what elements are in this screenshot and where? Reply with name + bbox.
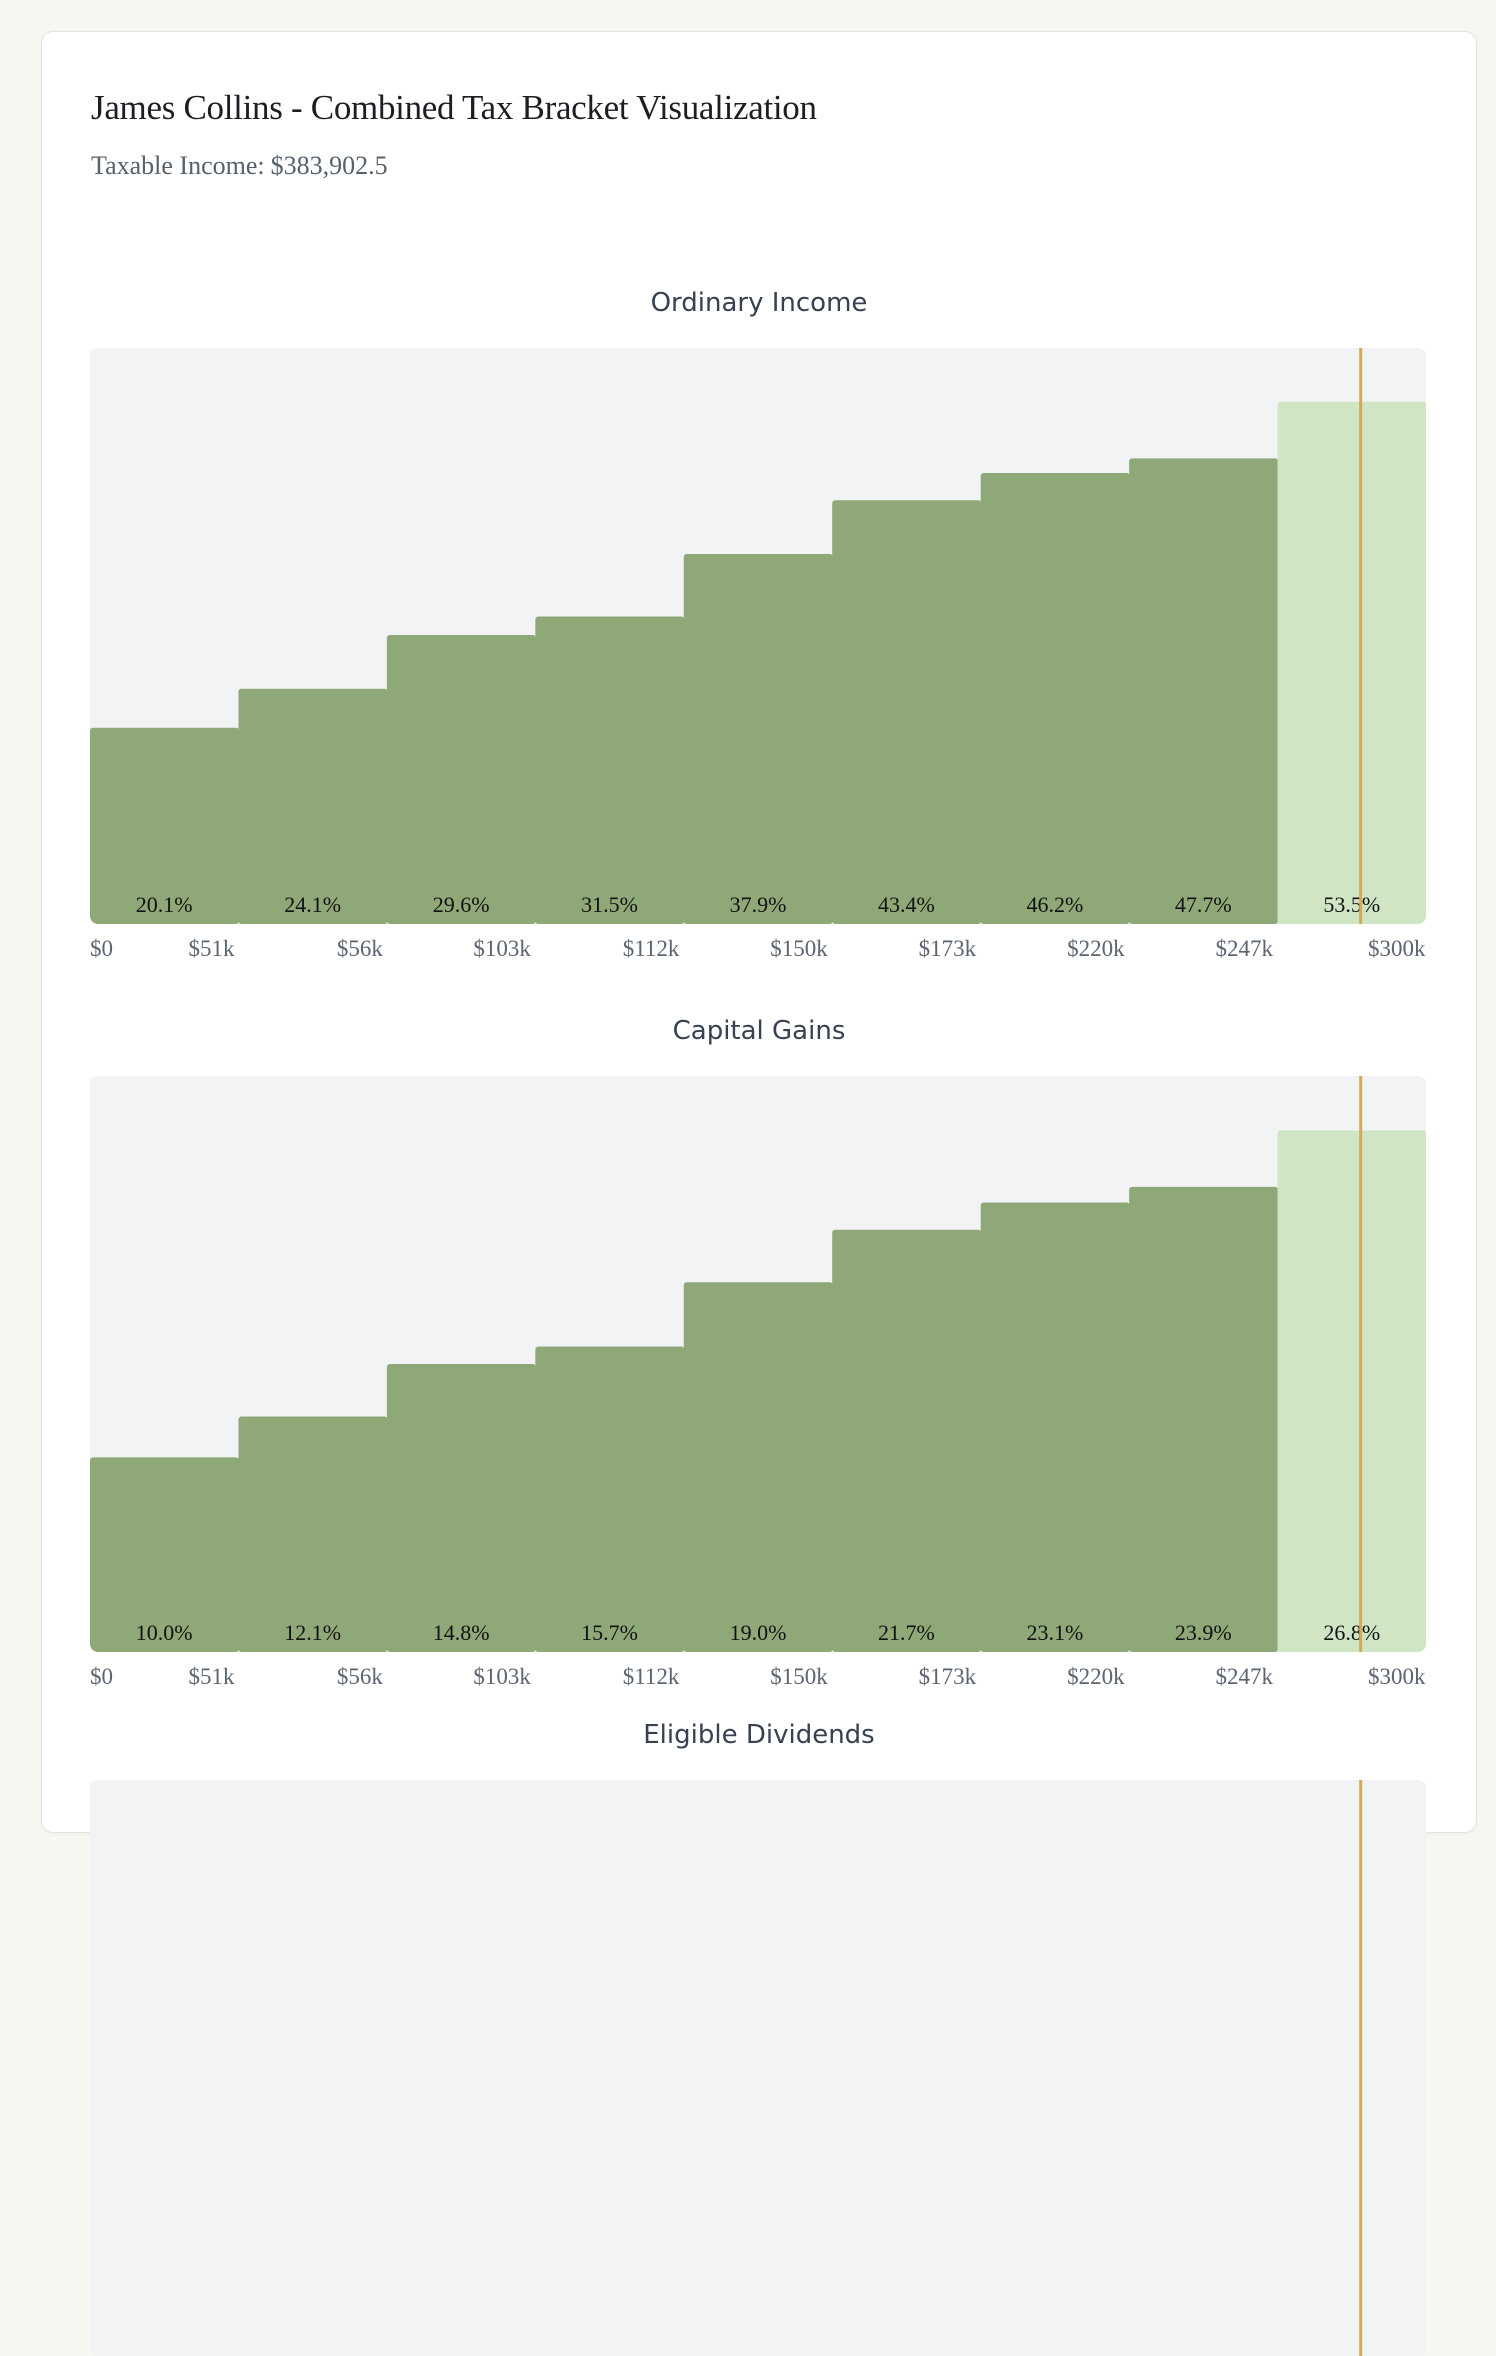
x-tick-label: $112k (622, 936, 680, 961)
ordinary-income-x-axis: $0 $51k $56k $103k $112k $150k $173k $220k $247k… (90, 936, 1426, 966)
page-title: James Collins - Combined Tax Bracket Vis… (91, 88, 817, 127)
capital-gains-title: Capital Gains (672, 1016, 846, 1046)
x-tick-label: $247k (1215, 936, 1274, 961)
bracket-bar (238, 1416, 388, 1652)
x-tick-label: $103k (473, 1664, 531, 1689)
capital-gains-chart: 10.0% 12.1% 14.8% 15.7% 19.0% 21.7% 23.1% 23.9%… (90, 1076, 1426, 1652)
chart-svg (1359, 1780, 1363, 2356)
x-tick-label: $103k (473, 936, 531, 961)
bracket-bar (980, 1202, 1130, 1652)
bracket-bar (386, 1364, 536, 1652)
x-tick-label: $220k (1067, 1664, 1125, 1689)
x-tick-label: $247k (1215, 1664, 1274, 1689)
tax-bracket-card: James Collins - Combined Tax Bracket Vis… (41, 31, 1477, 2356)
rate-label: 14.8% (433, 1620, 490, 1645)
bracket-bar (535, 1346, 685, 1652)
x-tick-label: $173k (918, 936, 977, 961)
bracket-bar (90, 1457, 239, 1652)
bracket-bar (386, 635, 536, 924)
taxable-income-value: $383,902.5 (270, 151, 388, 180)
taxable-income-label: Taxable Income: (91, 151, 265, 180)
bracket-bar (832, 500, 982, 924)
bracket-bar (1129, 1186, 1279, 1652)
rate-label: 26.8% (1323, 1620, 1380, 1645)
rate-label: 31.5% (581, 892, 638, 917)
rate-label: 29.6% (433, 892, 490, 917)
rate-label: 24.1% (284, 892, 341, 917)
rate-label: 10.0% (136, 1620, 193, 1645)
x-tick-label: $220k (1067, 936, 1125, 961)
bracket-bar (1129, 458, 1279, 924)
chart-svg: 10.0% 12.1% 14.8% 15.7% 19.0% 21.7% 23.1% 23.9%… (90, 1076, 1426, 1652)
bracket-bar (90, 727, 239, 924)
x-tick-label: $150k (770, 936, 828, 961)
eligible-dividends-title: Eligible Dividends (643, 1720, 875, 1750)
x-tick-label: $51k (188, 1664, 235, 1689)
bracket-bar (1277, 1130, 1426, 1652)
eligible-dividends-chart (90, 1780, 1426, 2356)
x-tick-label: $300k (1368, 1664, 1426, 1689)
rate-label: 46.2% (1026, 892, 1083, 917)
bracket-bar (1277, 401, 1426, 924)
ordinary-income-title: Ordinary Income (650, 288, 868, 318)
x-tick-label: $173k (918, 1664, 977, 1689)
x-tick-label: $56k (336, 1664, 383, 1689)
rate-label: 37.9% (730, 892, 787, 917)
x-tick-label: $0 (90, 936, 113, 961)
x-tick-label: $300k (1368, 936, 1426, 961)
x-tick-label: $0 (90, 1664, 113, 1689)
rate-label: 12.1% (284, 1620, 341, 1645)
bracket-bar (535, 616, 685, 924)
rate-label: 21.7% (878, 1620, 935, 1645)
x-tick-label: $56k (336, 936, 383, 961)
ordinary-income-chart: 20.1% 24.1% 29.6% 31.5% 37.9% 43.4% 46.2% 47.7%… (90, 348, 1426, 924)
rate-label: 43.4% (878, 892, 935, 917)
bracket-bar (980, 472, 1130, 924)
rate-label: 20.1% (136, 892, 193, 917)
x-tick-label: $51k (188, 936, 235, 961)
x-tick-label: $150k (770, 1664, 828, 1689)
rate-label: 47.7% (1175, 892, 1232, 917)
capital-gains-x-axis: $0 $51k $56k $103k $112k $150k $173k $220k $247k… (90, 1664, 1426, 1694)
taxable-income: Taxable Income: $383,902.5 (91, 151, 388, 181)
x-tick-label: $112k (622, 1664, 680, 1689)
bracket-bar (832, 1229, 982, 1652)
rate-label: 15.7% (581, 1620, 638, 1645)
rate-label: 19.0% (730, 1620, 787, 1645)
chart-svg: 20.1% 24.1% 29.6% 31.5% 37.9% 43.4% 46.2% 47.7%… (90, 348, 1426, 924)
bracket-bar (683, 553, 833, 924)
rate-label: 23.1% (1026, 1620, 1083, 1645)
rate-label: 23.9% (1175, 1620, 1232, 1645)
bracket-bar (683, 1282, 833, 1652)
bracket-bar (238, 688, 388, 924)
rate-label: 53.5% (1323, 892, 1380, 917)
